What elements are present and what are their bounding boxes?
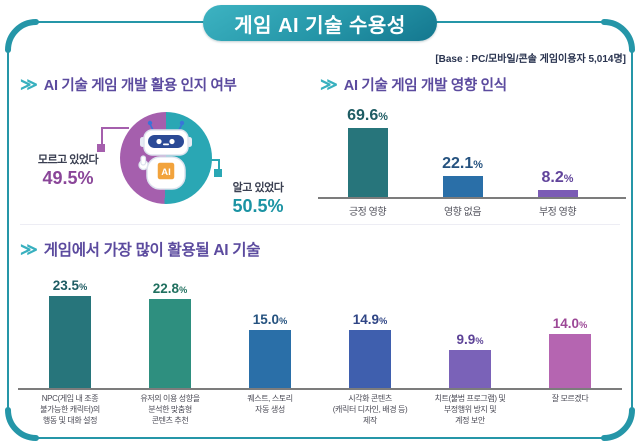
bar [449,349,491,389]
base-note: [Base : PC/모바일/콘솔 게임이용자 5,014명] [435,54,626,65]
pie-label-unaware: 모르고 있었다 49.5% [20,151,116,189]
pie-slice-label: 알고 있었다 [232,182,284,194]
section-title: AI 기술 게임 개발 활용 인지 여부 [43,78,237,94]
pie-slice-label: 모르고 있었다 [37,154,99,166]
bar-column: 14.0% 잘 모르겠다 [520,277,620,403]
bar-column: 23.5% NPC(게임 내 조종 불가능한 캐릭터)의 행동 및 대화 설정 [20,277,120,424]
chevron-icon: ≫ [320,75,338,94]
page-title: 게임 AI 기술 수용성 [203,5,437,41]
bar-category-label: 유저의 이용 성향을 분석한 맞춤형 콘텐츠 추천 [140,394,200,425]
pie-marker-right [214,169,222,177]
bar [537,189,578,198]
bar-value-label: 22.1% [442,154,483,172]
bar-column: 9.9% 치트(불법 프로그램) 및 부정행위 방지 및 계정 보안 [420,277,520,425]
mascot-chest-label: AI [161,167,171,178]
pie-connector-left [101,127,129,146]
pie-slice-value: 49.5% [42,168,94,188]
bar-value-label: 15.0% [252,311,288,327]
page-title-text: 게임 AI 기술 수용성 [234,14,406,37]
bar-value-label: 22.8% [152,280,188,296]
bar-column: 14.9% 시각화 콘텐츠 (캐릭터 디자인, 배경 등) 제작 [320,277,420,424]
bar-category-label: 부정 영향 [538,207,577,218]
section-header-impact: ≫ AI 기술 게임 개발 영향 인식 [320,74,507,95]
bar [549,333,591,389]
section-divider [20,224,620,225]
chevron-icon: ≫ [20,239,38,259]
technology-bar-chart: 23.5% NPC(게임 내 조종 불가능한 캐릭터)의 행동 및 대화 설정 22… [20,277,620,425]
section-title: AI 기술 게임 개발 영향 인식 [343,78,507,94]
bar-category-label: 긍정 영향 [348,207,387,218]
chevron-icon: ≫ [20,75,38,94]
section-header-awareness: ≫ AI 기술 게임 개발 활용 인지 여부 [20,74,237,95]
bar-column: 22.1% 영향 없음 [415,106,510,218]
bar [347,128,388,198]
pie-slice-value: 50.5% [232,196,284,216]
bar-value-label: 14.0% [552,315,588,331]
bar [49,296,91,389]
bar-column: 15.0% 퀘스트, 스토리 자동 생성 [220,277,320,414]
section-title: 게임에서 가장 많이 활용될 AI 기술 [43,242,261,259]
bar-value-label: 8.2% [541,168,574,186]
pie-marker-left [97,144,105,152]
bar-category-label: 치트(불법 프로그램) 및 부정행위 방지 및 계정 보안 [434,394,506,425]
bar-column: 8.2% 부정 영향 [510,106,605,218]
bar-value-label: 23.5% [52,278,88,294]
bar [249,329,291,389]
bar [149,298,191,389]
bar [349,330,391,389]
bar-category-label: 퀘스트, 스토리 자동 생성 [247,394,293,414]
pie-label-aware: 알고 있었다 50.5% [210,179,306,217]
ai-robot-mascot: AI [138,120,192,190]
technology-chart-axis [18,388,622,390]
bar-value-label: 9.9% [456,331,484,347]
bar-column: 22.8% 유저의 이용 성향을 분석한 맞춤형 콘텐츠 추천 [120,277,220,425]
bar-category-label: 영향 없음 [443,207,482,218]
bar-column: 69.6% 긍정 영향 [320,106,415,218]
bar-value-label: 14.9% [352,312,388,328]
bar-category-label: NPC(게임 내 조종 불가능한 캐릭터)의 행동 및 대화 설정 [40,394,100,425]
bar-category-label: 잘 모르겠다 [551,394,589,403]
section-header-technology: ≫ 게임에서 가장 많이 활용될 AI 기술 [20,238,261,260]
impact-bar-chart: 69.6% 긍정 영향 22.1% 영향 없음 8.2% 부정 영향 [320,106,605,218]
impact-chart-axis [318,197,626,199]
pie-connector-right [196,159,220,171]
bar-value-label: 69.6% [347,107,388,125]
bar [442,175,483,198]
bar-category-label: 시각화 콘텐츠 (캐릭터 디자인, 배경 등) 제작 [332,394,408,425]
